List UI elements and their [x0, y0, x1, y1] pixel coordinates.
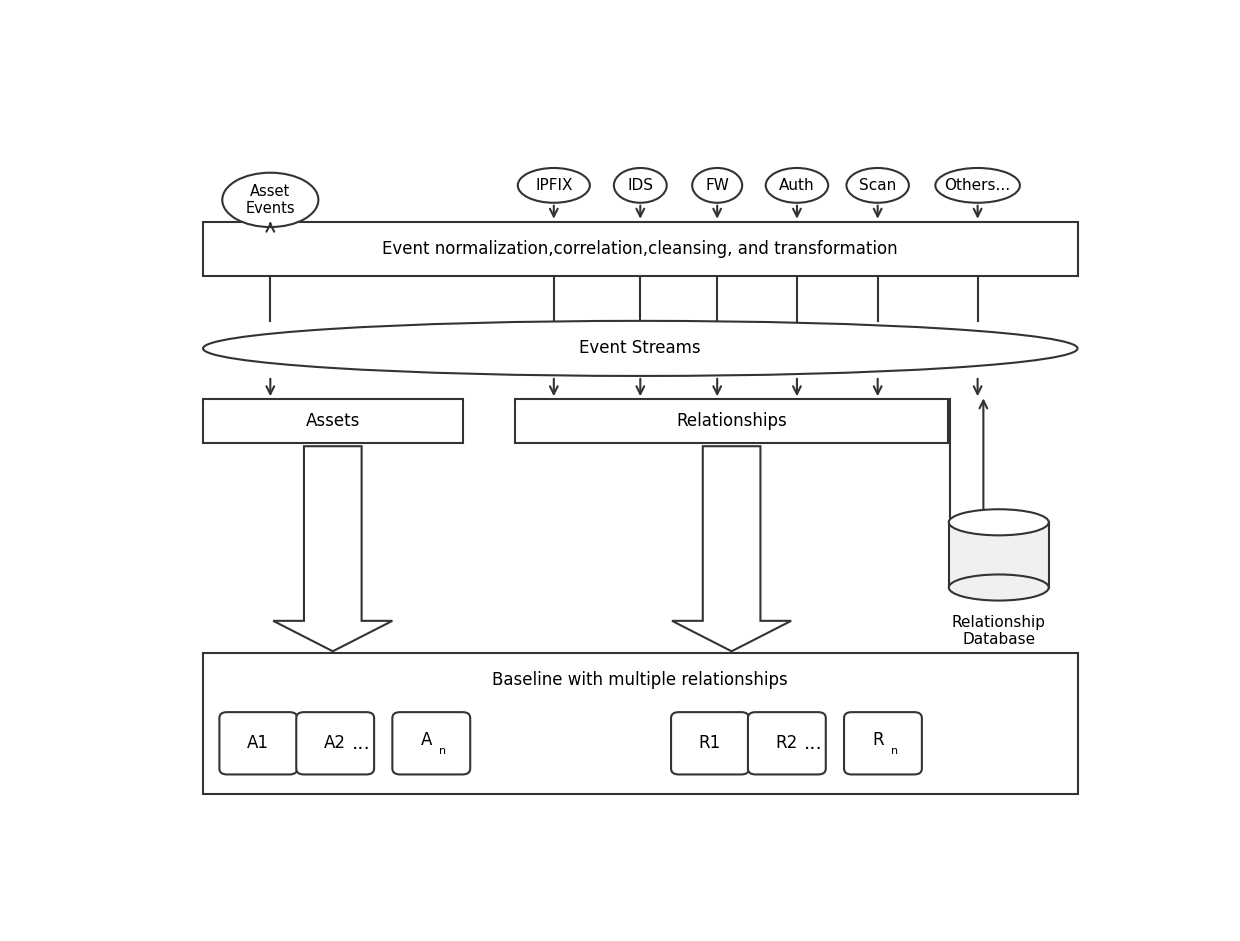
Text: Auth: Auth: [779, 178, 815, 193]
FancyBboxPatch shape: [296, 712, 374, 774]
FancyBboxPatch shape: [203, 653, 1078, 794]
Ellipse shape: [949, 574, 1049, 600]
Text: Event normalization,correlation,cleansing, and transformation: Event normalization,correlation,cleansin…: [382, 240, 898, 258]
FancyBboxPatch shape: [844, 712, 921, 774]
Ellipse shape: [766, 168, 828, 202]
Text: Baseline with multiple relationships: Baseline with multiple relationships: [492, 671, 789, 689]
Text: R: R: [872, 731, 884, 749]
Text: A1: A1: [247, 734, 269, 752]
FancyBboxPatch shape: [203, 222, 1078, 276]
Text: IDS: IDS: [627, 178, 653, 193]
Ellipse shape: [949, 509, 1049, 535]
FancyBboxPatch shape: [671, 712, 749, 774]
FancyBboxPatch shape: [748, 712, 826, 774]
Polygon shape: [949, 522, 1049, 587]
Ellipse shape: [847, 168, 909, 202]
Text: R2: R2: [776, 734, 799, 752]
Ellipse shape: [935, 168, 1019, 202]
Text: R1: R1: [699, 734, 722, 752]
Polygon shape: [273, 446, 392, 651]
Text: ...: ...: [352, 734, 371, 753]
Ellipse shape: [518, 168, 590, 202]
Text: A2: A2: [324, 734, 346, 752]
Text: A: A: [420, 731, 433, 749]
Text: Assets: Assets: [305, 412, 360, 430]
FancyBboxPatch shape: [392, 712, 470, 774]
Ellipse shape: [203, 321, 1078, 376]
Text: Asset
Events: Asset Events: [246, 183, 295, 216]
Ellipse shape: [614, 168, 667, 202]
Text: FW: FW: [706, 178, 729, 193]
Text: Relationships: Relationships: [676, 412, 787, 430]
FancyBboxPatch shape: [516, 399, 947, 442]
Text: IPFIX: IPFIX: [536, 178, 573, 193]
Ellipse shape: [222, 173, 319, 227]
Text: Event Streams: Event Streams: [579, 340, 701, 358]
Polygon shape: [672, 446, 791, 651]
FancyBboxPatch shape: [203, 399, 463, 442]
Text: n: n: [439, 745, 446, 756]
Text: Scan: Scan: [859, 178, 897, 193]
FancyBboxPatch shape: [219, 712, 298, 774]
Text: Relationship
Database: Relationship Database: [952, 615, 1045, 647]
Text: Others...: Others...: [945, 178, 1011, 193]
Ellipse shape: [692, 168, 743, 202]
Text: n: n: [890, 745, 898, 756]
Text: ...: ...: [804, 734, 822, 753]
